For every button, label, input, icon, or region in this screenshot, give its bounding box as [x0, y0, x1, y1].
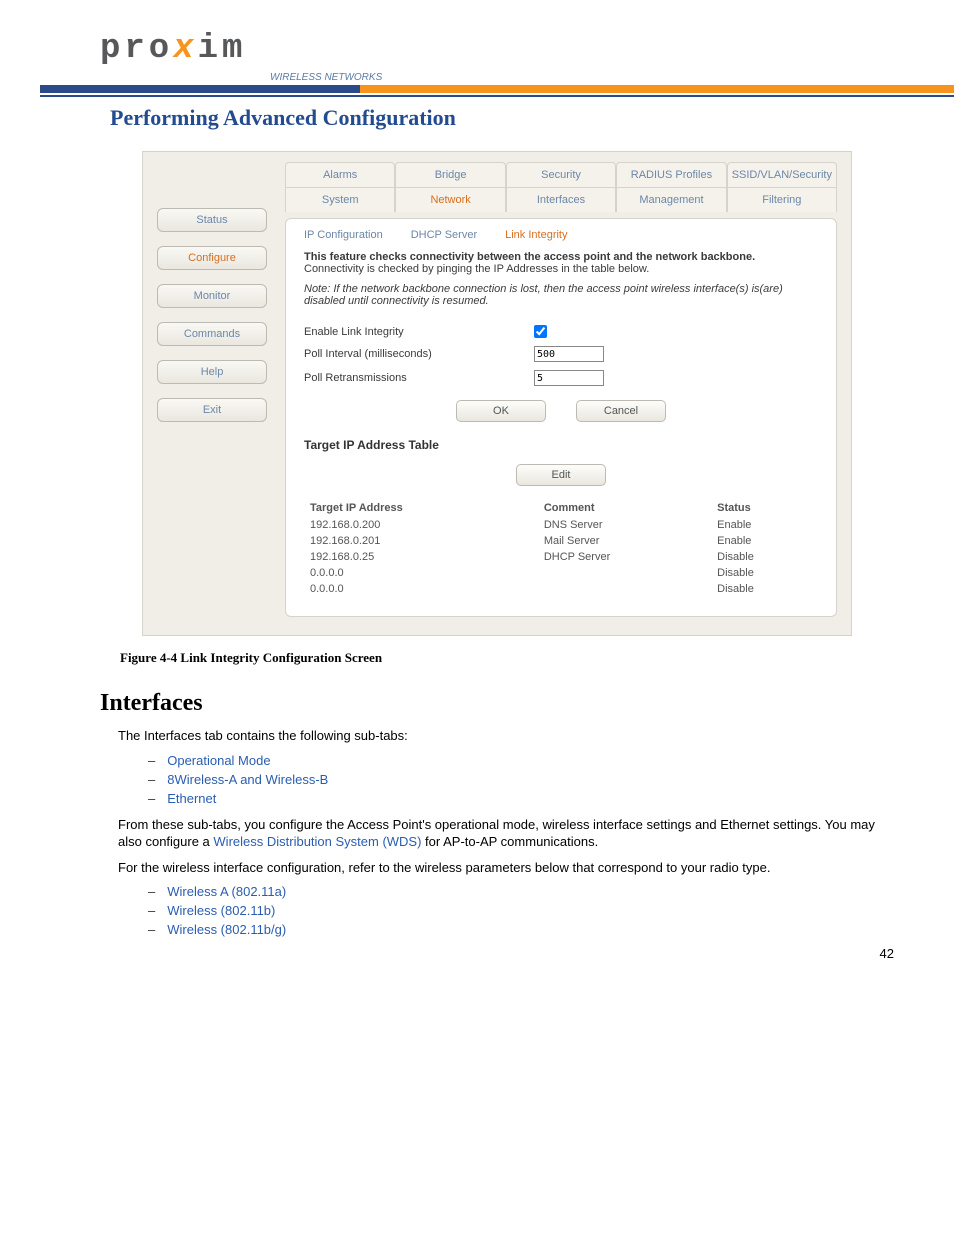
blue-rule [40, 95, 954, 97]
link-wds[interactable]: Wireless Distribution System (WDS) [213, 834, 421, 849]
table-row: 192.168.0.25 DHCP Server Disable [306, 550, 816, 564]
para2b: for AP-to-AP communications. [421, 834, 598, 849]
intro-text: The Interfaces tab contains the followin… [118, 727, 894, 745]
target-ip-table: Target IP Address Comment Status 192.168… [304, 498, 818, 598]
cell-status: Disable [713, 550, 816, 564]
cell-comment: DNS Server [540, 518, 711, 532]
table-row: 0.0.0.0 Disable [306, 582, 816, 596]
brand-bar [40, 85, 954, 93]
edit-button[interactable]: Edit [516, 464, 606, 486]
poll-label: Poll Interval (milliseconds) [304, 348, 534, 360]
tab-interfaces[interactable]: Interfaces [506, 187, 616, 212]
cell-status: Enable [713, 518, 816, 532]
subtab-dhcp[interactable]: DHCP Server [411, 229, 477, 241]
subtab-ip[interactable]: IP Configuration [304, 229, 383, 241]
cell-ip: 0.0.0.0 [306, 582, 538, 596]
feature-note: Note: If the network backbone connection… [304, 283, 818, 307]
poll-input[interactable] [534, 346, 604, 362]
sidebar-exit[interactable]: Exit [157, 398, 267, 422]
link-wireless-ab[interactable]: 8Wireless-A and Wireless-B [167, 772, 328, 787]
main-panel: Alarms Bridge Security RADIUS Profiles S… [285, 162, 837, 617]
sidebar-monitor[interactable]: Monitor [157, 284, 267, 308]
retrans-label: Poll Retransmissions [304, 372, 534, 384]
th-comment: Comment [540, 500, 711, 516]
table-row: 192.168.0.200 DNS Server Enable [306, 518, 816, 532]
sidebar: Status Configure Monitor Commands Help E… [157, 162, 267, 617]
cell-status: Disable [713, 582, 816, 596]
tab-management[interactable]: Management [616, 187, 726, 212]
table-row: 0.0.0.0 Disable [306, 566, 816, 580]
cell-ip: 192.168.0.25 [306, 550, 538, 564]
tab-network[interactable]: Network [395, 187, 505, 212]
retrans-input[interactable] [534, 370, 604, 386]
link-ethernet[interactable]: Ethernet [167, 791, 216, 806]
cell-ip: 192.168.0.200 [306, 518, 538, 532]
tab-radius[interactable]: RADIUS Profiles [616, 162, 726, 187]
sidebar-help[interactable]: Help [157, 360, 267, 384]
config-screenshot: Status Configure Monitor Commands Help E… [142, 151, 852, 636]
link-opmode[interactable]: Operational Mode [167, 753, 270, 768]
figure-caption: Figure 4-4 Link Integrity Configuration … [120, 650, 894, 666]
ok-button[interactable]: OK [456, 400, 546, 422]
tab-system[interactable]: System [285, 187, 395, 212]
cell-status: Enable [713, 534, 816, 548]
tab-bridge[interactable]: Bridge [395, 162, 505, 187]
sidebar-commands[interactable]: Commands [157, 322, 267, 346]
tab-security[interactable]: Security [506, 162, 616, 187]
cell-status: Disable [713, 566, 816, 580]
link-80211a[interactable]: Wireless A (802.11a) [167, 884, 286, 899]
sidebar-status[interactable]: Status [157, 208, 267, 232]
link-80211b[interactable]: Wireless (802.11b) [167, 903, 275, 918]
page-number: 42 [880, 946, 894, 961]
enable-checkbox[interactable] [534, 325, 547, 338]
brand-logo: proxim [100, 30, 246, 68]
enable-label: Enable Link Integrity [304, 326, 534, 338]
sidebar-configure[interactable]: Configure [157, 246, 267, 270]
th-ip: Target IP Address [306, 500, 538, 516]
radio-list: Wireless A (802.11a) Wireless (802.11b) … [148, 884, 894, 937]
desc-rest: Connectivity is checked by pinging the I… [304, 263, 649, 275]
cell-ip: 0.0.0.0 [306, 566, 538, 580]
interfaces-heading: Interfaces [100, 690, 894, 717]
th-status: Status [713, 500, 816, 516]
link-80211bg[interactable]: Wireless (802.11b/g) [167, 922, 286, 937]
cell-comment: Mail Server [540, 534, 711, 548]
cell-comment: DHCP Server [540, 550, 711, 564]
cell-comment [540, 566, 711, 580]
para-wds: From these sub-tabs, you configure the A… [118, 816, 894, 851]
content-panel: IP Configuration DHCP Server Link Integr… [285, 218, 837, 617]
para-radio: For the wireless interface configuration… [118, 859, 894, 877]
tab-filtering[interactable]: Filtering [727, 187, 837, 212]
table-title: Target IP Address Table [304, 438, 818, 452]
cancel-button[interactable]: Cancel [576, 400, 666, 422]
tab-ssid[interactable]: SSID/VLAN/Security [727, 162, 837, 187]
table-row: 192.168.0.201 Mail Server Enable [306, 534, 816, 548]
desc-bold: This feature checks connectivity between… [304, 251, 755, 263]
page-title: Performing Advanced Configuration [110, 105, 894, 131]
feature-desc: This feature checks connectivity between… [304, 251, 818, 275]
subtab-link[interactable]: Link Integrity [505, 229, 567, 241]
subtabs-list: Operational Mode 8Wireless-A and Wireles… [148, 753, 894, 806]
cell-ip: 192.168.0.201 [306, 534, 538, 548]
cell-comment [540, 582, 711, 596]
tab-alarms[interactable]: Alarms [285, 162, 395, 187]
brand-sub: WIRELESS NETWORKS [270, 72, 894, 83]
